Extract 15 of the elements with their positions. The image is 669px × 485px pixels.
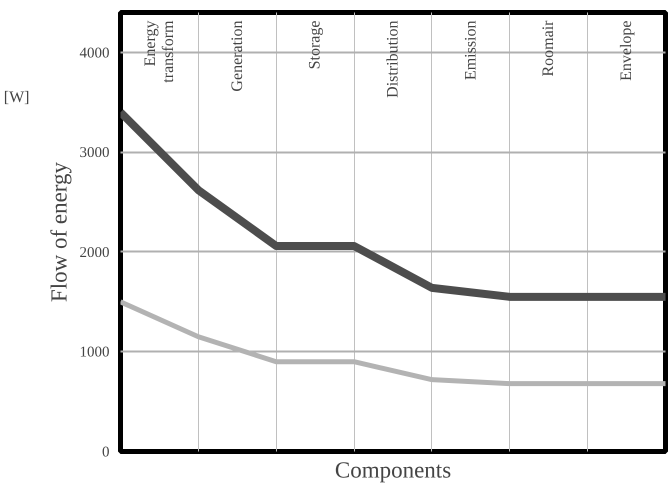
annotation: Distribution [384, 20, 402, 98]
annotation: Energy transform [142, 20, 177, 83]
y-tick-label: 1000 [80, 344, 110, 361]
text: [W] [4, 88, 30, 106]
annotation: Emission [462, 20, 480, 80]
annotation: Storage [306, 20, 324, 70]
annotation: Envelope [618, 20, 636, 81]
y-tick-label: 4000 [80, 45, 110, 62]
y-tick-label: 2000 [80, 244, 110, 261]
annotation: Roomair [540, 20, 558, 76]
annotation: Generation [228, 20, 246, 92]
y-tick-label: 0 [102, 444, 110, 460]
x-axis-title: Components [334, 458, 452, 482]
y-tick-label: 3000 [80, 145, 110, 162]
y-axis-title: Flow of energy [46, 161, 72, 302]
